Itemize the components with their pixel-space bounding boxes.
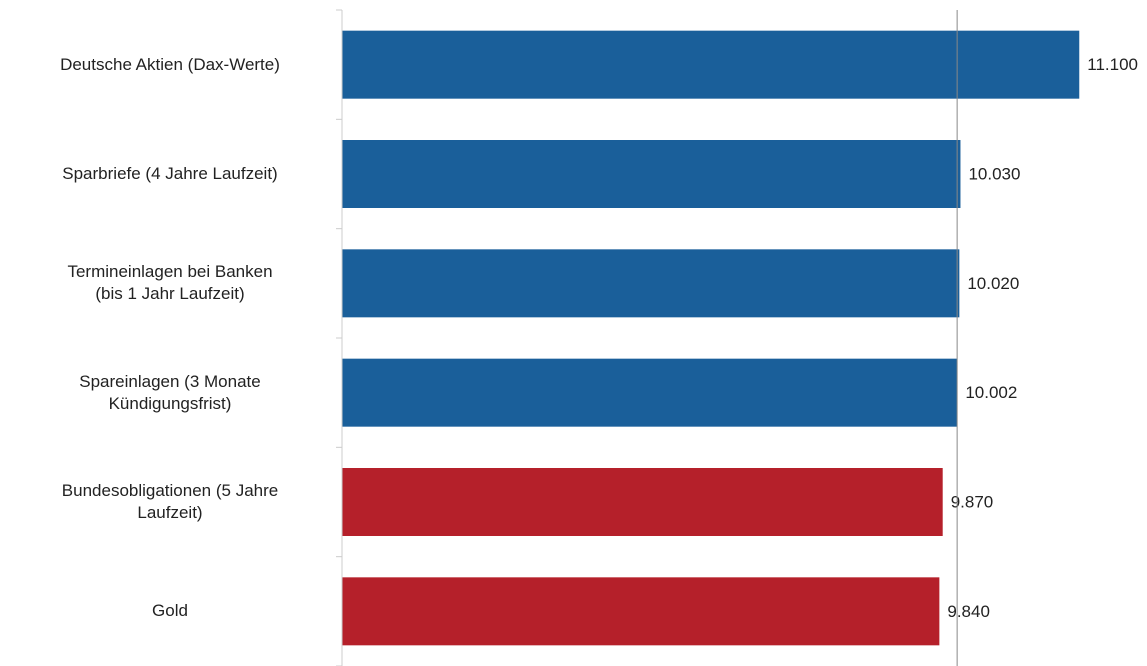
- bar: [342, 249, 960, 318]
- value-label: 10.020: [967, 274, 1019, 293]
- bar: [342, 30, 1080, 99]
- value-label: 10.002: [965, 383, 1017, 402]
- bar: [342, 577, 940, 646]
- category-label: Spareinlagen (3 Monate Kündigungsfrist): [79, 371, 261, 413]
- category-label: Deutsche Aktien (Dax-Werte): [60, 54, 280, 74]
- category-label: Bundesobligationen (5 Jahre Laufzeit): [61, 481, 279, 522]
- bar: [342, 468, 943, 536]
- value-label: 9.840: [947, 602, 990, 621]
- category-label: Gold: [152, 601, 188, 621]
- value-label: 11.100: [1087, 55, 1138, 74]
- category-label: Termineinlagen bei Banken (bis 1 Jahr La…: [67, 262, 273, 304]
- bar: [342, 140, 961, 208]
- category-label: Sparbriefe (4 Jahre Laufzeit): [62, 164, 278, 183]
- bar: [342, 358, 958, 427]
- value-label: 9.870: [951, 492, 994, 511]
- value-label: 10.030: [968, 164, 1020, 183]
